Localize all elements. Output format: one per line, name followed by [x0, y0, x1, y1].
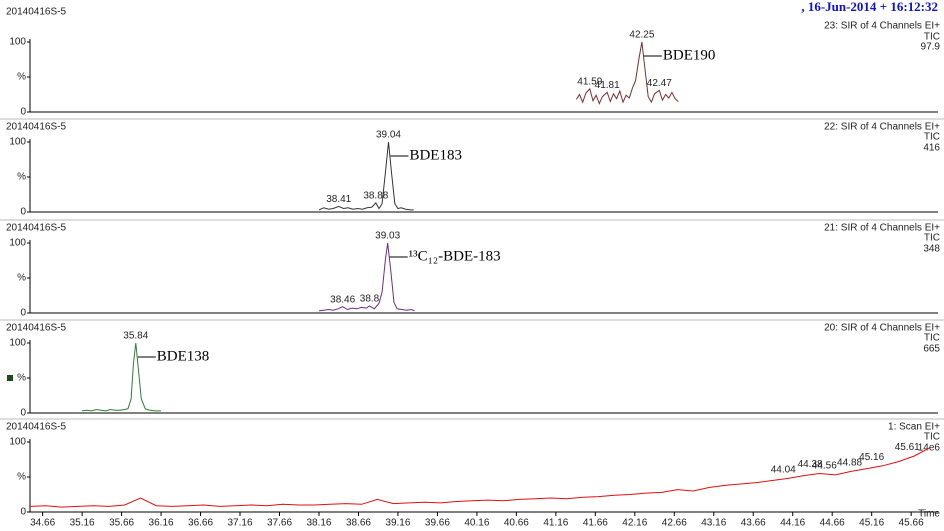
- x-tick-label: 35.16: [70, 518, 95, 529]
- x-tick-label: 40.16: [464, 518, 489, 529]
- peak-label: 38.88: [363, 191, 388, 202]
- peak-label: 42.47: [647, 78, 672, 89]
- trace: [318, 141, 414, 211]
- compound-label: ¹³C₁₂-BDE-183: [409, 248, 501, 264]
- x-tick-label: 45.66: [899, 518, 924, 529]
- x-tick-label: 42.16: [622, 518, 647, 529]
- x-axis-label: Time: [918, 509, 940, 520]
- compound-label: BDE138: [157, 348, 210, 364]
- y-tick-label: 0: [20, 507, 26, 518]
- x-tick-label: 37.66: [267, 518, 292, 529]
- x-tick-label: 40.66: [504, 518, 529, 529]
- y-tick-label: %: [17, 273, 26, 284]
- x-tick-label: 39.66: [425, 518, 450, 529]
- peak-label: 38.46: [330, 294, 355, 305]
- peak-label: 42.25: [629, 30, 654, 41]
- peak-label: 39.03: [375, 231, 400, 242]
- x-tick-label: 37.16: [228, 518, 253, 529]
- y-tick-label: %: [17, 172, 26, 183]
- peak-label: 44.56: [812, 460, 837, 471]
- x-tick-label: 43.16: [701, 518, 726, 529]
- peak-label: 44.04: [771, 465, 796, 476]
- detector-label: TIC: [924, 132, 940, 143]
- x-tick-label: 34.66: [30, 518, 55, 529]
- y-tick-label: 100: [9, 137, 26, 148]
- trace: [318, 242, 415, 312]
- detector-label: TIC: [924, 233, 940, 244]
- sample-name: 20140416S-5: [6, 122, 66, 133]
- x-tick-label: 41.16: [543, 518, 568, 529]
- y-tick-label: 0: [20, 107, 26, 118]
- sample-name: 20140416S-5: [6, 7, 66, 18]
- intensity-label: 665: [923, 344, 940, 355]
- peak-label: 38.8: [360, 294, 380, 305]
- peak-label: 44.38: [798, 459, 823, 470]
- x-tick-label: 35.66: [109, 518, 134, 529]
- x-tick-label: 42.66: [662, 518, 687, 529]
- y-tick-label: 0: [20, 408, 26, 419]
- trace: [575, 41, 679, 105]
- detector-label: TIC: [924, 333, 940, 344]
- sample-name: 20140416S-5: [6, 223, 66, 234]
- x-tick-label: 38.16: [306, 518, 331, 529]
- intensity-label: 348: [923, 244, 940, 255]
- y-tick-label: %: [17, 373, 26, 384]
- peak-label: 45.61: [895, 442, 920, 453]
- channel-marker: [7, 375, 13, 381]
- y-tick-label: 100: [9, 37, 26, 48]
- peak-label: 39.04: [376, 130, 401, 141]
- y-tick-label: 100: [9, 238, 26, 249]
- function-label: 1: Scan EI+: [888, 422, 940, 433]
- function-label: 22: SIR of 4 Channels EI+: [824, 122, 940, 133]
- y-tick-label: %: [17, 72, 26, 83]
- sample-name: 20140416S-5: [6, 422, 66, 433]
- detector-label: TIC: [924, 32, 940, 43]
- intensity-label: 97.9: [921, 42, 941, 53]
- y-tick-label: %: [17, 472, 26, 483]
- x-tick-label: 44.66: [820, 518, 845, 529]
- x-tick-label: 36.16: [149, 518, 174, 529]
- y-tick-label: 0: [20, 207, 26, 218]
- x-tick-label: 38.66: [346, 518, 371, 529]
- intensity-label: 416: [923, 143, 940, 154]
- peak-label: 38.41: [326, 194, 351, 205]
- y-tick-label: 0: [20, 308, 26, 319]
- x-tick-label: 39.16: [385, 518, 410, 529]
- compound-label: BDE183: [409, 147, 462, 163]
- detector-label: TIC: [924, 432, 940, 443]
- x-tick-label: 36.66: [188, 518, 213, 529]
- y-tick-label: 100: [9, 338, 26, 349]
- function-label: 23: SIR of 4 Channels EI+: [824, 21, 940, 32]
- header: , 16-Jun-2014 + 16:12:32: [801, 0, 938, 14]
- peak-label: 41.81: [595, 80, 620, 91]
- sample-name: 20140416S-5: [6, 323, 66, 334]
- x-tick-label: 41.66: [583, 518, 608, 529]
- peak-label: 35.84: [123, 331, 148, 342]
- peak-label: 45.16: [859, 452, 884, 463]
- x-tick-label: 44.16: [780, 518, 805, 529]
- compound-label: BDE190: [663, 47, 716, 63]
- x-tick-label: 45.16: [859, 518, 884, 529]
- x-tick-label: 43.66: [741, 518, 766, 529]
- trace: [82, 342, 162, 412]
- y-tick-label: 100: [9, 437, 26, 448]
- function-label: 21: SIR of 4 Channels EI+: [824, 223, 940, 234]
- peak-label: 44.88: [837, 458, 862, 469]
- trace: [29, 447, 931, 508]
- function-label: 20: SIR of 4 Channels EI+: [824, 323, 940, 334]
- peak-label: 41.59: [577, 77, 602, 88]
